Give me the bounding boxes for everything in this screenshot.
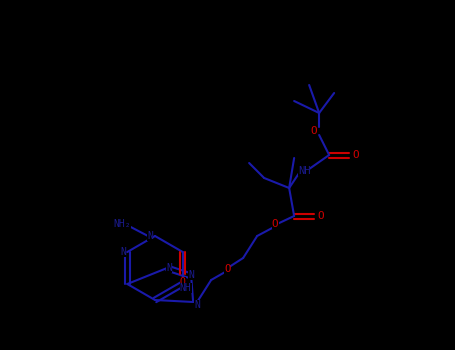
Text: O: O [180, 277, 186, 287]
Text: O: O [353, 150, 359, 160]
Text: NH₂: NH₂ [113, 219, 131, 229]
Text: NH: NH [298, 166, 310, 176]
Text: O: O [311, 126, 318, 136]
Text: N: N [188, 270, 194, 280]
Text: N: N [194, 300, 200, 310]
Text: N: N [166, 263, 172, 273]
Text: O: O [224, 264, 230, 274]
Text: N: N [147, 231, 153, 241]
Text: N: N [121, 247, 126, 257]
Text: O: O [272, 219, 278, 229]
Text: O: O [318, 211, 324, 221]
Text: NH: NH [180, 283, 192, 293]
